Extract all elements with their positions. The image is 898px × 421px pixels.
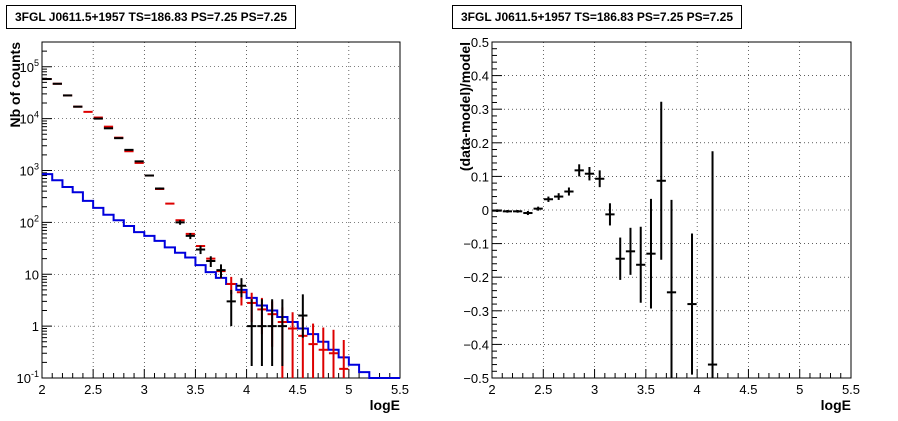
x-tick-label: 4 [243, 382, 250, 397]
x-tick-label: 2.5 [84, 382, 102, 397]
y-tick-label: 0 [482, 203, 489, 218]
axes: 2 2.5 3 3.5 4 4.5 5 5.5 10-1 1 10 102 103 104 105 logE N… [7, 41, 409, 413]
x-axis-label: logE [821, 397, 851, 413]
x-tick-label: 2 [38, 382, 45, 397]
y-tick-label: 1 [32, 319, 39, 334]
grid [42, 42, 400, 378]
y-axis-label: (data-model)/model [457, 42, 473, 171]
x-tick-label: 5 [345, 382, 352, 397]
y-tick-label: −0.3 [463, 304, 489, 319]
y-tick-label: 10-1 [17, 369, 39, 386]
grid [492, 42, 851, 378]
axes: 2 2.5 3 3.5 4 4.5 5 5.5 −0.5 −0.4 −0.3 −0.2 −0.1 0 0.1… [457, 35, 860, 413]
x-axis-label: logE [370, 397, 400, 413]
x-tick-label: 3 [591, 382, 598, 397]
right-chart: 2 2.5 3 3.5 4 4.5 5 5.5 −0.5 −0.4 −0.3 −0.2 −0.1 0 0.1… [457, 35, 860, 413]
y-tick-label: −0.5 [463, 371, 489, 386]
x-tick-label: 4 [694, 382, 701, 397]
data-points-black [42, 78, 308, 367]
left-pad-title: 3FGL J0611.5+1957 TS=186.83 PS=7.25 PS=7… [6, 5, 296, 29]
residual-points [492, 101, 718, 378]
y-tick-label: 102 [20, 213, 39, 230]
model-histogram-blue [42, 173, 400, 379]
y-tick-label: 10 [25, 267, 39, 282]
x-tick-label: 4.5 [739, 382, 757, 397]
x-tick-label: 2.5 [534, 382, 552, 397]
x-tick-label: 5.5 [391, 382, 409, 397]
y-tick-label: −0.1 [463, 237, 489, 252]
y-tick-label: 0.4 [471, 69, 489, 84]
y-tick-label: −0.2 [463, 270, 489, 285]
right-pad-title: 3FGL J0611.5+1957 TS=186.83 PS=7.25 PS=7… [452, 5, 742, 29]
y-tick-label: −0.4 [463, 337, 489, 352]
left-chart: 2 2.5 3 3.5 4 4.5 5 5.5 10-1 1 10 102 103 104 105 logE N… [7, 41, 409, 413]
y-tick-label: 0.2 [471, 136, 489, 151]
x-tick-label: 3.5 [637, 382, 655, 397]
x-tick-label: 3 [141, 382, 148, 397]
x-tick-label: 5 [796, 382, 803, 397]
y-tick-label: 104 [20, 110, 39, 127]
y-tick-label: 0.5 [471, 35, 489, 50]
x-tick-label: 5.5 [842, 382, 860, 397]
y-tick-label: 0.3 [471, 102, 489, 117]
x-tick-label: 2 [488, 382, 495, 397]
plot-frame [41, 41, 401, 379]
y-tick-label: 0.1 [471, 169, 489, 184]
y-tick-label: 105 [20, 58, 39, 75]
x-tick-label: 3.5 [186, 382, 204, 397]
y-axis-label: Nb of counts [7, 42, 23, 128]
y-tick-label: 103 [20, 162, 39, 179]
x-tick-label: 4.5 [289, 382, 307, 397]
